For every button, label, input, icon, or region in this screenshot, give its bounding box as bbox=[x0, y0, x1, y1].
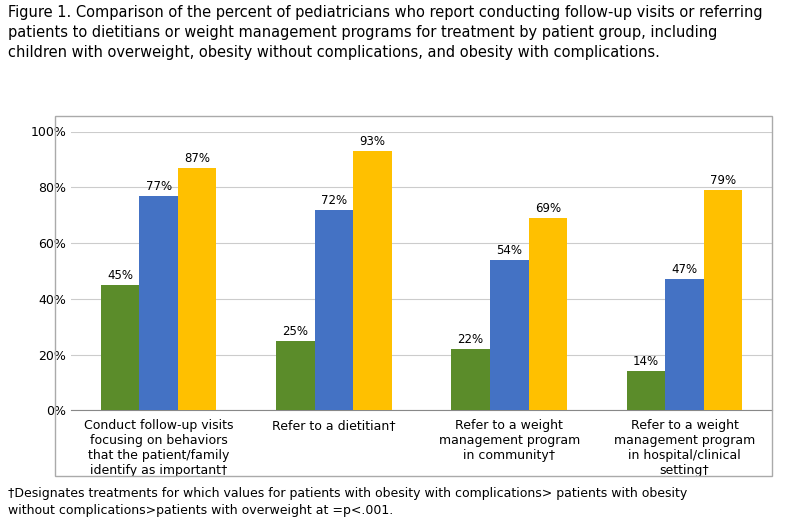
Bar bbox=[314, 209, 353, 410]
Text: 77%: 77% bbox=[146, 180, 172, 193]
Text: 87%: 87% bbox=[184, 152, 210, 165]
Bar bbox=[665, 279, 704, 410]
Bar bbox=[101, 285, 139, 410]
Text: 22%: 22% bbox=[458, 333, 484, 346]
Text: 93%: 93% bbox=[359, 135, 385, 148]
Text: 54%: 54% bbox=[496, 244, 522, 257]
Text: 72%: 72% bbox=[321, 194, 347, 207]
Bar bbox=[626, 371, 665, 410]
Text: Figure 1. Comparison of the percent of pediatricians who report conducting follo: Figure 1. Comparison of the percent of p… bbox=[8, 5, 763, 60]
Bar bbox=[353, 151, 392, 410]
Text: 69%: 69% bbox=[535, 202, 561, 215]
Bar bbox=[704, 190, 742, 410]
Bar bbox=[529, 218, 567, 410]
Text: †Designates treatments for which values for patients with obesity with complicat: †Designates treatments for which values … bbox=[8, 487, 687, 517]
Bar bbox=[452, 349, 490, 410]
Text: 47%: 47% bbox=[671, 264, 697, 277]
Bar bbox=[178, 168, 217, 410]
Text: 45%: 45% bbox=[107, 269, 133, 282]
Text: 14%: 14% bbox=[633, 356, 659, 368]
Bar bbox=[490, 260, 529, 410]
Bar bbox=[139, 196, 178, 410]
Bar bbox=[276, 341, 314, 410]
Text: 79%: 79% bbox=[710, 174, 736, 187]
Text: 25%: 25% bbox=[282, 325, 308, 338]
